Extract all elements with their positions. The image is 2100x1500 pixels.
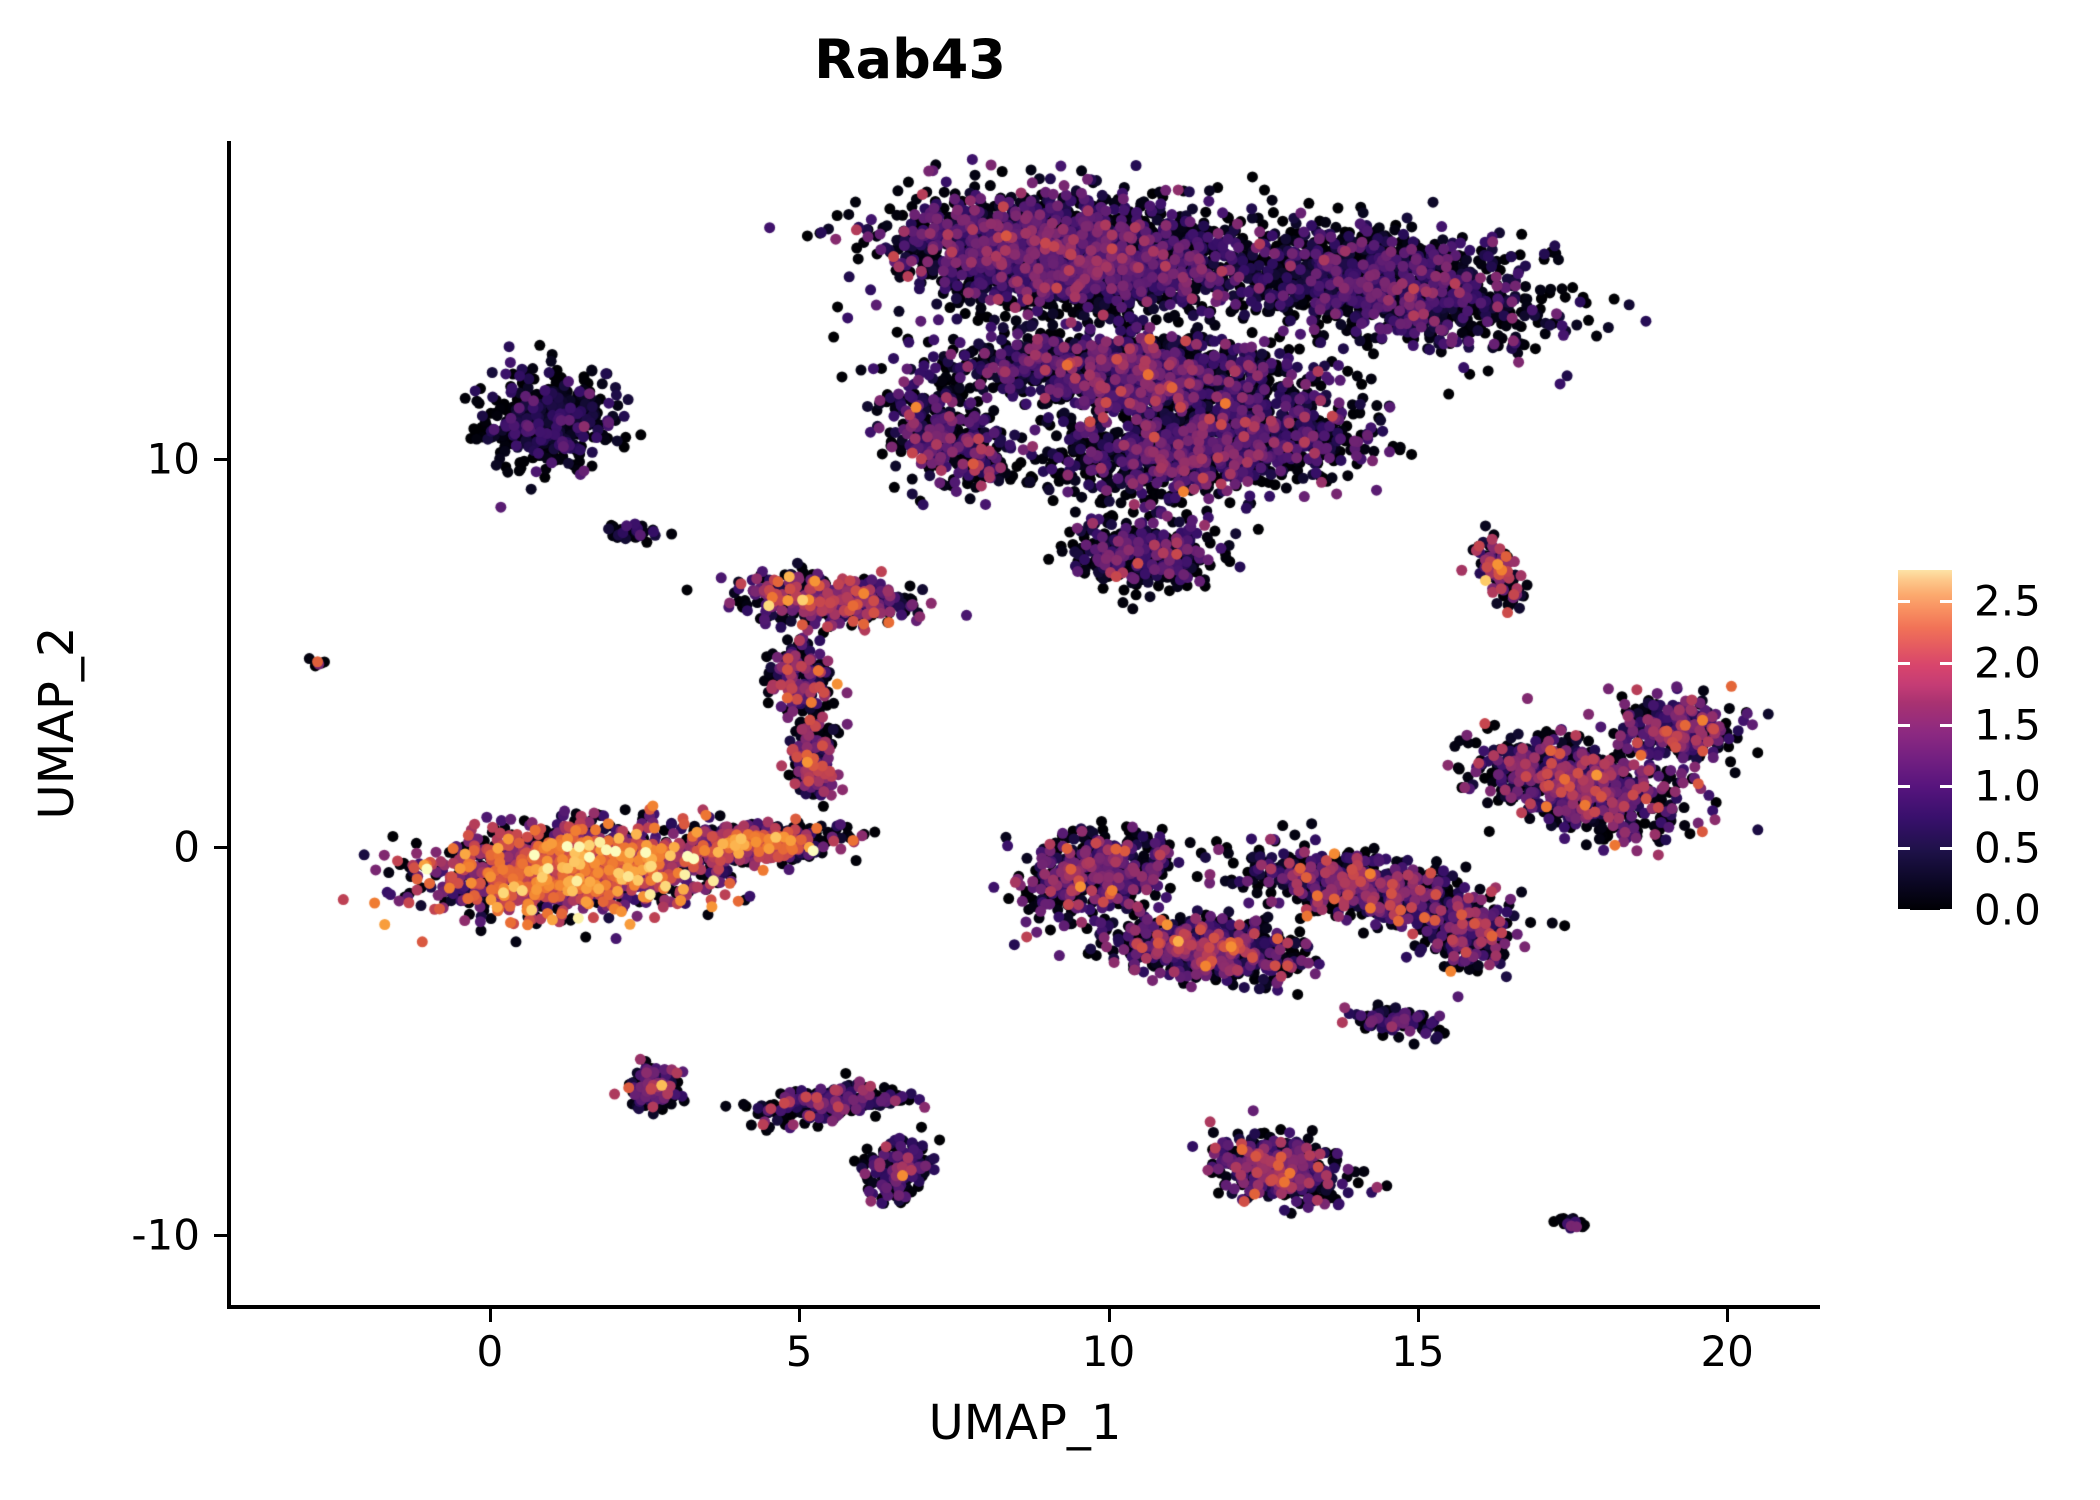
y-tick-mark <box>214 1234 227 1238</box>
colorbar-tick-label: 0.0 <box>1974 885 2041 935</box>
y-tick-label: 10 <box>146 434 200 484</box>
y-tick-mark <box>214 846 227 850</box>
colorbar-tick-label: 0.5 <box>1974 823 2041 873</box>
colorbar-tick-mark <box>1898 909 1910 912</box>
colorbar-tick-mark <box>1898 661 1910 665</box>
colorbar-legend: 0.0 0.5 1.0 1.5 2.0 2.5 <box>1898 570 2078 935</box>
colorbar-gradient <box>1898 570 1952 910</box>
x-tick-label: 20 <box>1700 1327 1754 1376</box>
colorbar-tick-label: 1.0 <box>1974 761 2041 811</box>
colorbar-tick-label: 2.5 <box>1974 576 2041 626</box>
colorbar-tick-mark <box>1940 599 1952 603</box>
x-tick-mark <box>1416 1309 1420 1322</box>
colorbar-tick-label: 2.0 <box>1974 638 2041 688</box>
x-axis-spine <box>227 1305 1820 1309</box>
x-tick-mark <box>798 1309 802 1322</box>
colorbar-tick-mark <box>1898 785 1910 789</box>
colorbar-tick-mark <box>1898 723 1910 727</box>
y-axis-label-wrapper: UMAP_2 <box>22 141 92 1305</box>
x-tick-mark <box>488 1309 492 1322</box>
y-axis-label: UMAP_2 <box>29 626 85 820</box>
colorbar-tick-mark <box>1940 785 1952 789</box>
x-tick-mark <box>1107 1309 1111 1322</box>
x-tick-label: 0 <box>476 1327 504 1376</box>
y-tick-mark <box>214 458 227 462</box>
colorbar-tick-mark <box>1898 599 1910 603</box>
colorbar-tick-mark <box>1940 723 1952 727</box>
y-tick-label: 0 <box>173 822 200 872</box>
plot-axes: 0 5 10 15 20 -10 0 10 <box>131 141 1820 1376</box>
colorbar-tick-label: 1.5 <box>1974 700 2041 750</box>
x-tick-label: 10 <box>1081 1327 1136 1376</box>
colorbar-tick-mark <box>1940 661 1952 665</box>
colorbar-tick-mark <box>1940 847 1952 851</box>
x-tick-mark <box>1726 1309 1730 1322</box>
x-tick-label: 5 <box>785 1327 813 1376</box>
x-tick-label: 15 <box>1391 1327 1445 1376</box>
colorbar-tick-mark <box>1898 847 1910 851</box>
colorbar-tick-mark <box>1940 909 1952 912</box>
scatter-plot-canvas <box>230 141 1820 1305</box>
page-title: Rab43 <box>814 28 1006 91</box>
y-tick-label: -10 <box>131 1210 200 1260</box>
x-axis-label: UMAP_1 <box>928 1395 1122 1451</box>
